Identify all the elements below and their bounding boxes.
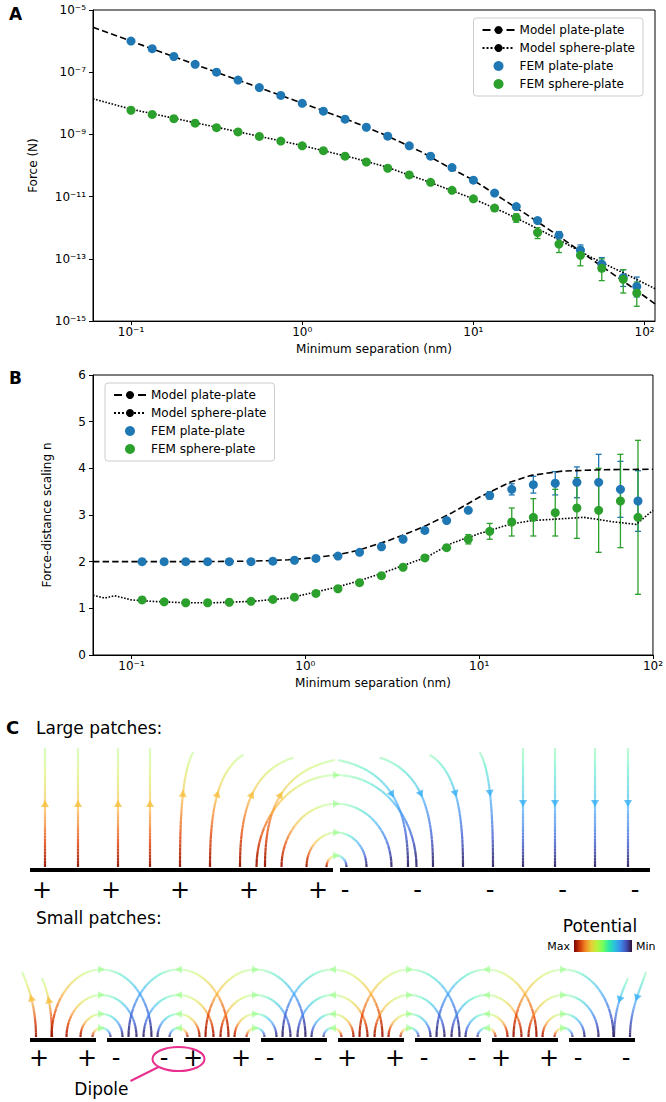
svg-text:-: - [112,1044,121,1072]
svg-text:10⁰: 10⁰ [295,659,315,673]
svg-text:+: + [308,876,328,904]
svg-text:4: 4 [78,461,86,475]
svg-text:10⁻¹¹: 10⁻¹¹ [55,190,86,204]
svg-text:Model sphere-plate: Model sphere-plate [151,406,266,420]
svg-text:+: + [539,1044,559,1072]
svg-text:1: 1 [78,601,86,615]
svg-text:Potential: Potential [563,916,637,936]
svg-text:Small patches:: Small patches: [36,908,162,928]
svg-text:10⁰: 10⁰ [292,325,312,339]
svg-text:+: + [77,1044,97,1072]
svg-text:10⁻¹: 10⁻¹ [118,325,145,339]
svg-text:Min: Min [636,940,656,953]
svg-text:0: 0 [78,648,86,662]
svg-text:+: + [337,1044,357,1072]
svg-text:10²: 10² [635,325,655,339]
svg-text:-: - [468,1044,477,1072]
svg-text:+: + [170,876,190,904]
svg-text:+: + [231,1044,251,1072]
svg-text:-: - [420,1044,429,1072]
svg-text:-: - [314,1044,323,1072]
svg-text:FEM sphere-plate: FEM sphere-plate [151,442,255,456]
svg-text:3: 3 [78,508,86,522]
svg-text:5: 5 [78,415,86,429]
svg-text:B: B [9,368,22,388]
svg-text:+: + [239,876,259,904]
svg-text:FEM plate-plate: FEM plate-plate [151,424,245,438]
svg-text:Force (N): Force (N) [26,138,40,193]
svg-text:10⁻⁵: 10⁻⁵ [60,3,87,17]
svg-text:-: - [486,876,495,904]
svg-text:10⁻⁹: 10⁻⁹ [60,127,87,141]
svg-text:+: + [32,876,52,904]
svg-text:FEM sphere-plate: FEM sphere-plate [520,77,624,91]
svg-text:10⁻¹: 10⁻¹ [118,659,145,673]
svg-text:-: - [266,1044,275,1072]
svg-text:10⁻¹³: 10⁻¹³ [55,252,86,266]
svg-text:-: - [413,876,422,904]
svg-text:-: - [574,1044,583,1072]
svg-text:10²: 10² [643,659,663,673]
svg-text:-: - [622,1044,631,1072]
svg-text:-: - [631,876,640,904]
svg-text:10⁻¹⁵: 10⁻¹⁵ [55,314,86,328]
svg-text:Model plate-plate: Model plate-plate [151,388,256,402]
svg-text:A: A [9,4,23,24]
svg-text:+: + [491,1044,511,1072]
svg-text:10¹: 10¹ [469,659,489,673]
svg-text:10⁻⁷: 10⁻⁷ [60,65,87,79]
svg-text:Model sphere-plate: Model sphere-plate [520,41,635,55]
svg-text:Large patches:: Large patches: [36,718,162,738]
svg-text:FEM plate-plate: FEM plate-plate [520,59,614,73]
svg-text:2: 2 [78,555,86,569]
svg-text:Minimum separation (nm): Minimum separation (nm) [295,676,451,690]
svg-text:Max: Max [547,940,570,953]
svg-text:10¹: 10¹ [463,325,483,339]
svg-text:+: + [29,1044,49,1072]
svg-text:-: - [558,876,567,904]
svg-text:+: + [101,876,121,904]
svg-text:C: C [6,717,19,738]
svg-text:Minimum separation (nm): Minimum separation (nm) [296,342,452,356]
svg-text:6: 6 [78,368,86,382]
svg-text:Model plate-plate: Model plate-plate [520,23,625,37]
svg-text:Force-distance scaling n: Force-distance scaling n [40,443,54,588]
svg-text:-: - [341,876,350,904]
svg-text:+: + [385,1044,405,1072]
svg-text:Dipole: Dipole [74,1079,128,1099]
